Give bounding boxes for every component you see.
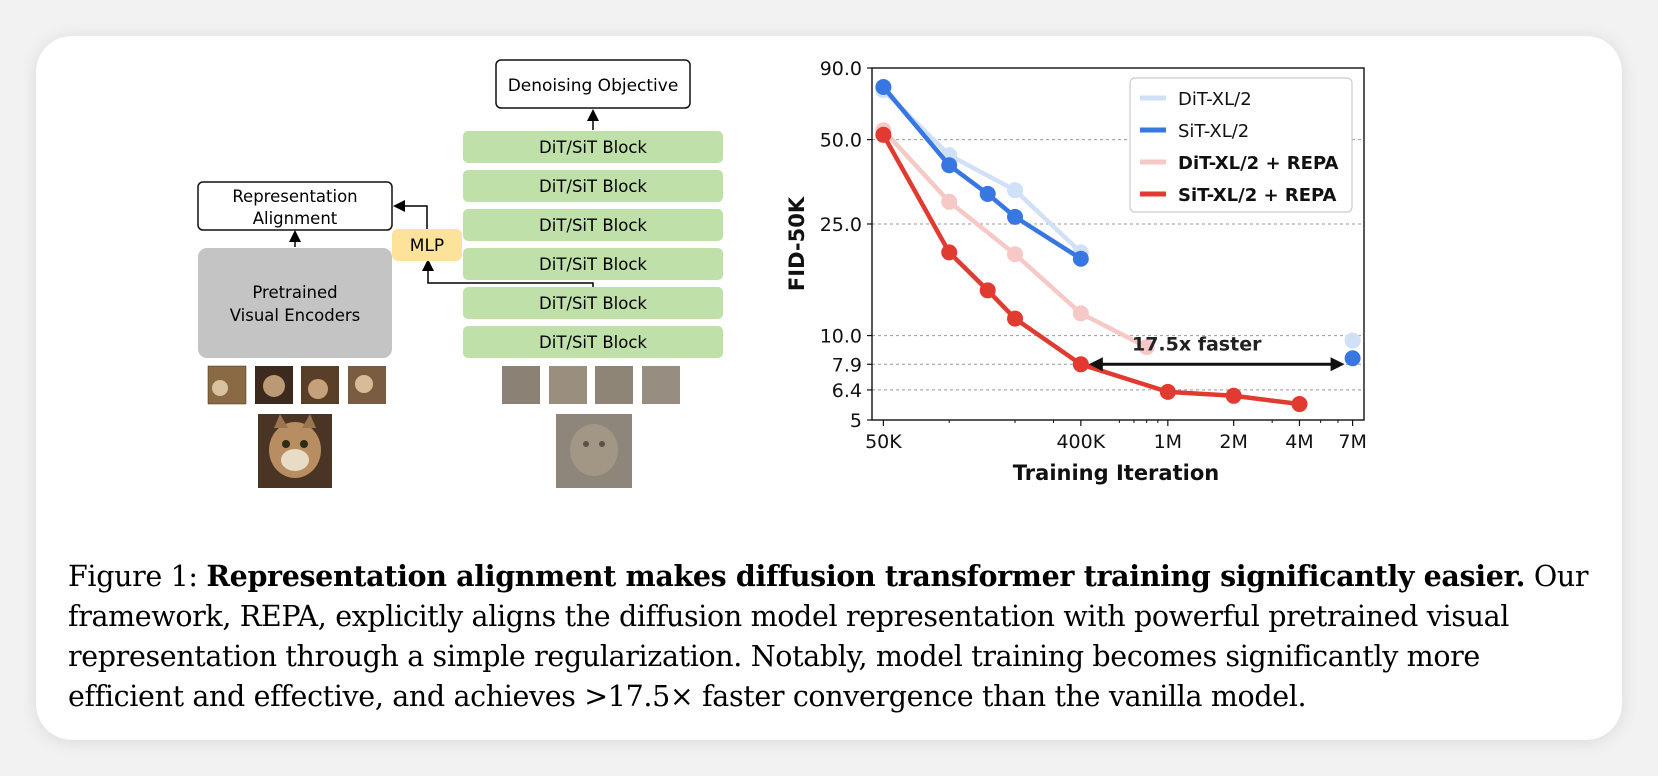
data-point [1007,182,1024,199]
y-axis-ticks: 90.0 50.0 25.0 10.0 7.9 6.4 5 [820,58,872,432]
denoising-objective-box [495,59,691,109]
data-point [941,157,958,174]
series-sit-xl-2-repa [875,126,1308,413]
block-stack: DiT/SiT Block DiT/SiT Block DiT/SiT Bloc… [463,131,723,358]
image-patch [595,366,633,404]
caption-text: Our framework, REPA, explicitly aligns t… [68,560,1589,713]
encoder-label-line1: Pretrained [252,283,337,302]
x-tick-label: 2M [1219,431,1247,453]
y-tick-label: 10.0 [820,326,862,348]
image-patch [549,366,587,404]
mlp-box [392,229,462,261]
figure-card: Denoising Objective DiT/SiT Block DiT/Si… [36,36,1622,740]
block-1 [463,131,723,163]
data-point [1138,339,1155,356]
data-point [875,126,892,143]
fid-chart: 90.050.025.010.07.96.45 50K 400K 1M 2M 4M 7M … [785,58,1367,485]
block-label: DiT/SiT Block [539,216,647,235]
x-tick-label: 1M [1154,431,1182,453]
data-point [1007,208,1024,225]
image-patch [642,366,680,404]
noisy-patches [502,366,680,404]
architecture-diagram: Denoising Objective DiT/SiT Block DiT/Si… [197,59,723,488]
data-point [1007,246,1024,263]
series-line [881,133,1300,407]
data-point [875,78,892,95]
y-tick-label: 50.0 [820,130,862,152]
series-layer [875,78,1361,413]
data-point [1007,310,1024,327]
y-tick-label: 90.0 [820,58,862,80]
annotation-arrowhead-right [1330,357,1345,372]
data-point [1072,356,1089,373]
representation-alignment-line2: Alignment [253,209,338,228]
image-patch [502,366,540,404]
legend-label: DiT-XL/2 + REPA [1178,153,1339,174]
representation-alignment-line1: Representation [232,187,357,206]
caption-bold: Representation alignment makes diffusion… [206,559,1526,593]
speedup-annotation: 17.5x faster [1088,333,1345,372]
mlp-label: MLP [410,236,444,256]
block-label: DiT/SiT Block [539,177,647,196]
figure-caption: Figure 1: Representation alignment makes… [68,556,1598,717]
image-patch-detail [212,380,228,396]
data-point [1072,250,1089,267]
block-label: DiT/SiT Block [539,255,647,274]
x-axis-label: Training Iteration [1013,461,1219,485]
annotation-label: 17.5x faster [1132,333,1262,355]
x-tick-label: 400K [1056,431,1105,453]
block-4 [463,248,723,280]
clean-patches [207,365,386,405]
arrow-mlp-to-alignment [393,200,428,229]
noisy-image [556,414,632,488]
data-point [979,185,996,202]
data-point [941,193,958,210]
data-point [1344,332,1361,349]
data-point [979,282,996,299]
data-point [1344,350,1361,367]
x-tick-label: 50K [865,431,902,453]
legend-box [1129,77,1353,213]
y-tick-label: 6.4 [832,380,862,402]
block-label: DiT/SiT Block [539,138,647,157]
legend-label: DiT-XL/2 [1178,89,1252,110]
arrow-block-to-mlp [422,259,594,287]
clean-image [258,414,332,488]
y-axis-label: FID-50K [785,196,809,291]
x-tick-label: 4M [1285,431,1313,453]
encoder-label-line2: Visual Encoders [230,306,361,325]
denoising-objective-label: Denoising Objective [508,76,679,96]
block-6 [463,326,723,358]
legend-label: SiT-XL/2 [1178,121,1249,142]
x-tick-label: 7M [1338,431,1366,453]
block-label: DiT/SiT Block [539,294,647,313]
block-3 [463,209,723,241]
visual-encoder-box [198,248,392,358]
block-2 [463,170,723,202]
data-point [941,244,958,261]
legend-label: SiT-XL/2 + REPA [1178,185,1337,206]
y-tick-label: 7.9 [832,354,862,376]
figure: Denoising Objective DiT/SiT Block DiT/Si… [36,36,1622,566]
y-tick-label: 5 [850,410,862,432]
annotation-arrowhead-left [1088,357,1103,372]
caption-label: Figure 1: [68,560,207,593]
data-point [1159,383,1176,400]
data-point [1291,396,1308,413]
y-tick-label: 25.0 [820,214,862,236]
data-point [1072,305,1089,322]
block-5 [463,287,723,319]
x-axis-ticks: 50K 400K 1M 2M 4M 7M [865,420,1367,453]
block-label: DiT/SiT Block [539,333,647,352]
data-point [1225,387,1242,404]
series-sit-xl-2 [875,78,1361,367]
legend: DiT-XL/2 SiT-XL/2 DiT-XL/2 + REPA SiT-XL/2 … [1129,77,1353,213]
plot-frame [871,67,1365,421]
